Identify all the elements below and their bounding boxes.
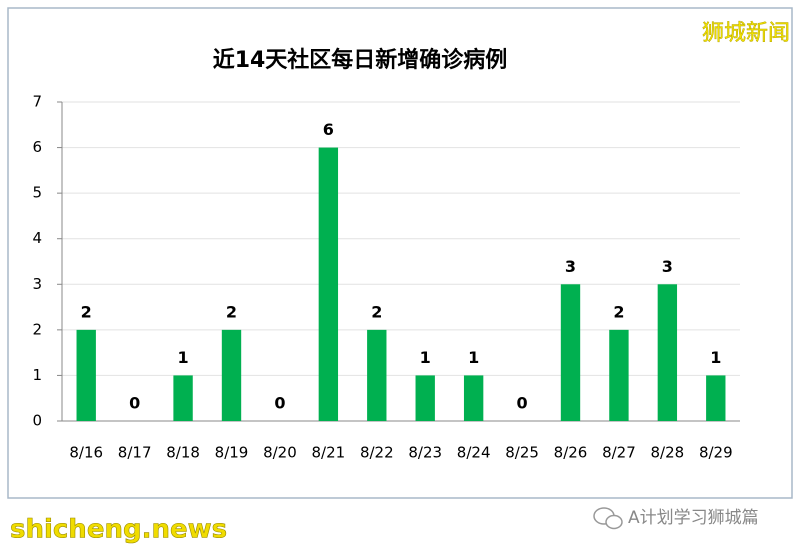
data-label: 2 xyxy=(613,302,624,321)
data-label: 2 xyxy=(226,302,237,321)
bar xyxy=(657,284,678,421)
data-label: 1 xyxy=(178,348,189,367)
watermark: shicheng.news xyxy=(10,515,227,545)
watermark: 狮城新闻 xyxy=(702,21,790,46)
bar xyxy=(221,329,242,421)
wechat-icon xyxy=(593,507,623,530)
x-tick-label: 8/24 xyxy=(457,444,491,462)
x-tick-label: 8/18 xyxy=(166,444,200,462)
bar xyxy=(367,329,387,421)
bar xyxy=(609,329,629,421)
bar xyxy=(173,375,193,421)
bar xyxy=(318,147,339,422)
chart-title: 近14天社区每日新增确诊病例 xyxy=(213,47,508,73)
y-tick-label: 6 xyxy=(32,138,42,156)
bar xyxy=(560,284,581,421)
bar xyxy=(463,375,484,421)
data-label: 1 xyxy=(468,348,479,367)
data-label: 1 xyxy=(710,348,721,367)
y-tick-label: 0 xyxy=(32,412,42,430)
y-tick-label: 3 xyxy=(32,275,42,293)
x-tick-label: 8/27 xyxy=(602,444,636,462)
data-label: 1 xyxy=(420,348,431,367)
data-label: 2 xyxy=(81,302,92,321)
bar xyxy=(706,375,726,421)
data-label: 6 xyxy=(323,120,334,139)
bar xyxy=(76,329,96,421)
x-tick-label: 8/22 xyxy=(360,444,394,462)
data-label: 3 xyxy=(565,257,576,276)
data-label: 0 xyxy=(129,394,140,413)
x-tick-label: 8/28 xyxy=(651,444,685,462)
data-label: 2 xyxy=(371,302,382,321)
x-tick-label: 8/20 xyxy=(263,444,297,462)
x-tick-label: 8/16 xyxy=(69,444,103,462)
x-tick-label: 8/29 xyxy=(699,444,733,462)
x-tick-label: 8/19 xyxy=(215,444,249,462)
y-tick-label: 2 xyxy=(32,320,42,338)
watermark: A计划学习狮城篇 xyxy=(628,508,759,528)
y-tick-label: 1 xyxy=(32,366,42,384)
data-label: 0 xyxy=(274,394,285,413)
x-tick-label: 8/21 xyxy=(312,444,346,462)
x-tick-label: 8/17 xyxy=(118,444,152,462)
data-label: 3 xyxy=(662,257,673,276)
y-tick-label: 4 xyxy=(32,229,42,247)
y-tick-label: 7 xyxy=(32,93,42,111)
data-label: 0 xyxy=(517,394,528,413)
x-tick-label: 8/23 xyxy=(408,444,442,462)
x-tick-label: 8/25 xyxy=(505,444,539,462)
x-tick-label: 8/26 xyxy=(554,444,588,462)
chart-frame xyxy=(7,7,793,499)
y-tick-label: 5 xyxy=(32,184,42,202)
bar xyxy=(415,375,435,421)
